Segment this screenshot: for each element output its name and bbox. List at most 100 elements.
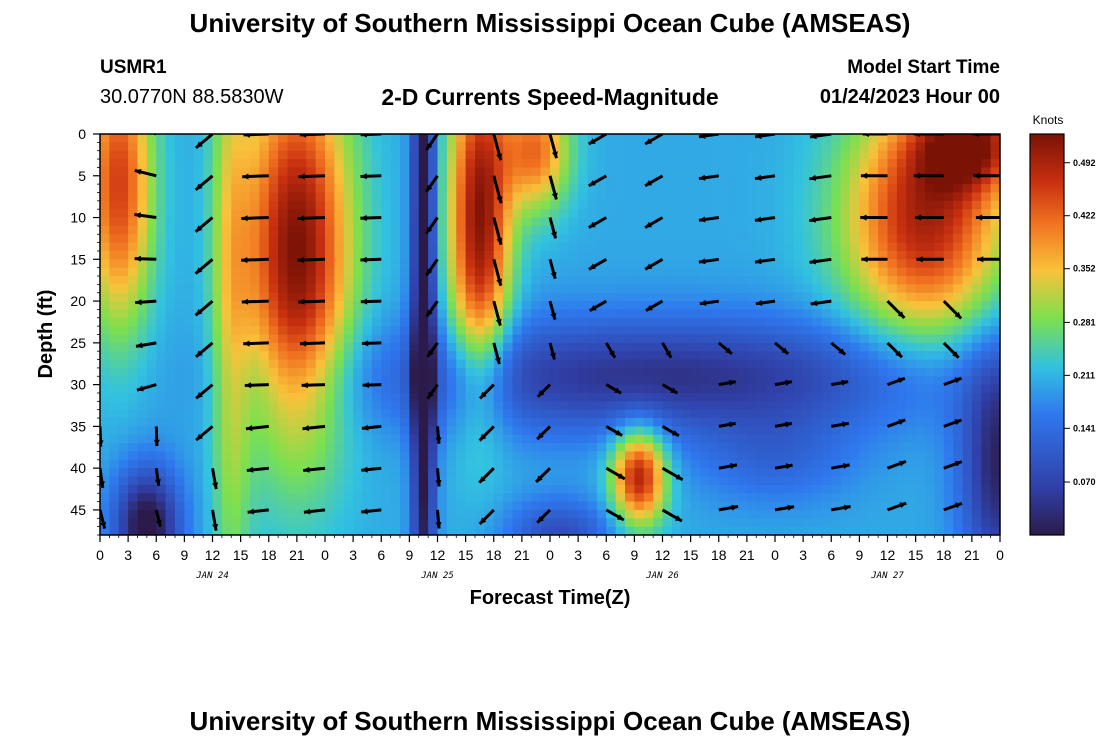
vector-arrow <box>211 509 219 531</box>
station-id: USMR1 <box>100 57 167 78</box>
vector-arrow <box>661 466 684 482</box>
model-start-label: Model Start Time <box>847 57 1000 78</box>
vector-arrow <box>774 379 793 387</box>
vector-arrow <box>605 342 617 359</box>
x-tick-label: 15 <box>233 547 249 563</box>
vector-arrow <box>644 258 664 271</box>
vector-arrow <box>492 300 502 326</box>
vector-arrow <box>914 214 944 221</box>
x-tick-label: 9 <box>405 547 413 563</box>
x-tick-label: 21 <box>514 547 530 563</box>
vector-arrow <box>718 463 738 470</box>
colorbar-tick-label: 0.422 <box>1073 211 1096 221</box>
colorbar: Knots 0.492 0.422 0.352 0.281 0.211 0.141 0.07… <box>1029 113 1096 536</box>
vector-arrow <box>153 426 160 447</box>
vector-arrow <box>151 134 157 136</box>
vector-arrow <box>588 299 608 312</box>
vector-arrow <box>303 466 326 473</box>
vector-arrow <box>977 256 1000 263</box>
vector-arrow <box>548 175 558 200</box>
vector-arrow <box>301 382 326 389</box>
vector-arrow <box>830 341 847 356</box>
vector-arrow <box>134 255 157 262</box>
vector-arrow <box>588 174 608 188</box>
vector-arrow <box>588 134 608 146</box>
x-tick-label: 3 <box>349 547 357 563</box>
vector-arrow <box>698 216 720 223</box>
station-coords: 30.0770N 88.5830W <box>100 86 284 108</box>
vector-arrow <box>303 508 326 515</box>
vector-arrow <box>809 257 832 265</box>
vector-arrow <box>425 258 439 277</box>
x-axis-label: Forecast Time(Z) <box>470 587 631 609</box>
x-tick-label: 21 <box>739 547 755 563</box>
vector-arrow <box>135 299 157 306</box>
vector-arrow <box>645 299 664 312</box>
vector-arrow <box>478 467 495 484</box>
vector-arrow <box>754 257 776 265</box>
plot-title: 2-D Currents Speed-Magnitude <box>381 84 719 110</box>
vector-arrow <box>424 216 439 235</box>
vector-arrow <box>536 425 552 441</box>
vector-arrow <box>999 508 1000 510</box>
day-label: JAN 24 <box>195 571 229 581</box>
colorbar-gradient <box>1029 133 1065 536</box>
vector-arrow <box>774 463 793 470</box>
x-tick-label: 0 <box>321 547 329 563</box>
y-tick-label: 35 <box>70 418 86 434</box>
vector-arrow <box>241 215 269 222</box>
vector-arrow <box>809 174 832 181</box>
x-tick-label: 3 <box>124 547 132 563</box>
vector-arrow <box>886 501 907 512</box>
vector-arrow <box>718 421 736 428</box>
vector-arrow <box>478 425 495 442</box>
vector-arrow <box>755 299 776 306</box>
vector-arrow <box>943 418 963 428</box>
x-tick-label: 9 <box>180 547 188 563</box>
vector-arrow <box>999 424 1000 427</box>
vector-arrow <box>860 214 888 221</box>
vector-arrow <box>241 257 269 264</box>
vector-arrow <box>943 460 963 470</box>
vector-arrow <box>774 504 795 512</box>
x-tick-label: 21 <box>289 547 305 563</box>
x-tick-label: 12 <box>655 547 671 563</box>
vector-arrow <box>246 466 269 473</box>
vector-arrow <box>536 508 552 524</box>
vector-arrow <box>425 134 439 151</box>
x-tick-label: 9 <box>630 547 638 563</box>
main-title: University of Southern Mississippi Ocean… <box>189 8 911 38</box>
x-tick-label: 12 <box>205 547 221 563</box>
vector-arrow <box>548 258 557 280</box>
vector-arrow <box>718 504 739 512</box>
vector-arrow <box>605 466 626 481</box>
vector-arrow <box>426 383 439 400</box>
vector-arrow <box>831 463 850 470</box>
vector-arrow <box>942 300 963 320</box>
vector-arrow <box>886 459 907 470</box>
y-tick-label: 20 <box>70 293 86 309</box>
vector-arrow <box>247 508 269 515</box>
vector-arrow <box>360 215 382 222</box>
vector-arrow <box>548 134 558 159</box>
vector-arrow <box>774 341 790 356</box>
vector-arrow <box>973 172 1000 179</box>
vector-arrow <box>605 508 625 522</box>
vector-arrow <box>478 508 495 526</box>
y-tick-label: 10 <box>70 210 86 226</box>
vector-arrow <box>362 382 382 389</box>
vector-arrow <box>492 258 503 287</box>
vector-arrow <box>831 504 851 512</box>
model-start-value: 01/24/2023 Hour 00 <box>819 86 1000 108</box>
vector-arrow <box>134 212 157 219</box>
vector-arrow <box>999 466 1000 469</box>
vector-arrow <box>774 421 793 428</box>
vector-arrow <box>886 376 906 387</box>
vector-arrow <box>913 172 944 179</box>
vector-arrow <box>435 468 442 487</box>
vector-arrow <box>831 421 850 428</box>
vector-arrow <box>548 342 556 360</box>
x-tick-label: 12 <box>880 547 896 563</box>
vector-arrow <box>605 383 622 395</box>
